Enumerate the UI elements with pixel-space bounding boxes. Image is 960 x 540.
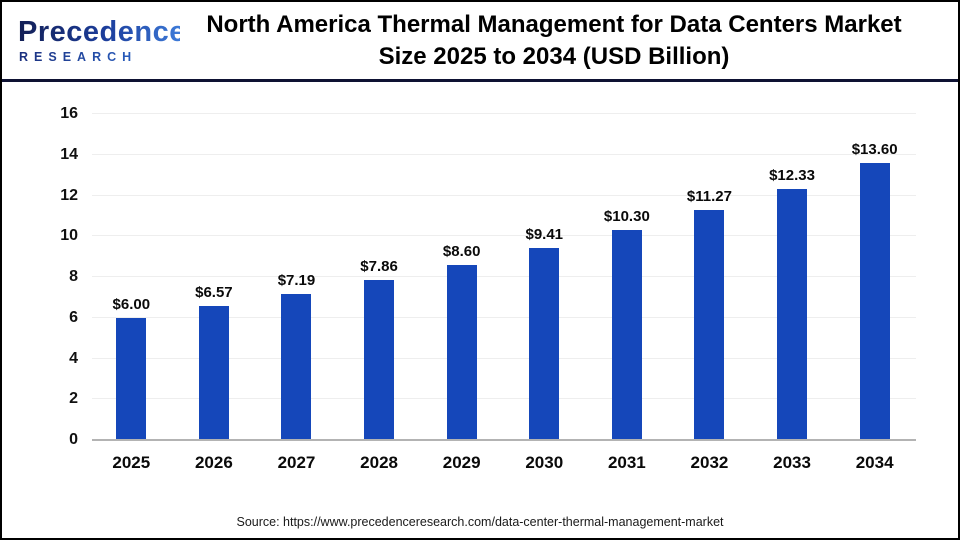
bar	[116, 317, 147, 440]
y-tick-label: 2	[69, 390, 78, 408]
x-axis-labels: 2025 2026 2027 2028 2029 2030 2031 2032 2033 2034	[90, 453, 916, 473]
header: Precedence RESEARCH North America Therma…	[2, 2, 958, 82]
bar	[859, 162, 890, 440]
bar-value-label: $7.19	[277, 271, 316, 289]
bar-value-label: $13.60	[851, 140, 898, 158]
y-tick-label: 0	[69, 431, 78, 448]
bar	[529, 248, 560, 440]
bar	[198, 306, 229, 440]
y-tick-label: 16	[60, 105, 78, 122]
x-tick-label: 2033	[773, 453, 811, 472]
x-tick-label: 2026	[194, 453, 233, 472]
y-tick-label: 14	[60, 145, 78, 163]
bar-value-label: $11.27	[686, 188, 732, 206]
x-tick-label: 2030	[525, 453, 564, 472]
gridline	[92, 153, 916, 155]
y-tick-label: 8	[69, 268, 78, 285]
y-tick-label: 4	[69, 349, 78, 367]
x-tick-label: 2025	[112, 453, 151, 472]
bar	[281, 293, 312, 440]
x-tick-label: 2029	[442, 453, 481, 472]
gridline	[92, 113, 916, 114]
plot-area: $6.00 $6.57 $7.19 $7.86 $8.60 $9.41 $10.30 $11.…	[90, 113, 916, 441]
bar	[446, 264, 477, 440]
x-axis-line	[92, 439, 916, 441]
bar	[611, 230, 642, 440]
gridline	[92, 316, 916, 318]
bar-value-label: $6.00	[112, 295, 151, 313]
bar-series: $6.00 $6.57 $7.19 $7.86 $8.60 $9.41 $10.30 $11.…	[90, 114, 916, 440]
bar	[364, 279, 395, 440]
bar-value-label: $6.57	[195, 284, 233, 302]
x-tick-label: 2032	[690, 453, 729, 472]
chart-title: North America Thermal Management for Dat…	[180, 9, 958, 73]
bar-value-label: $8.60	[442, 242, 481, 260]
y-tick-label: 10	[60, 227, 78, 245]
bar-value-label: $10.30	[603, 208, 650, 226]
bar-value-label: $12.33	[769, 166, 815, 184]
x-tick-label: 2028	[360, 453, 398, 472]
precedence-logo: Precedence RESEARCH	[2, 16, 186, 64]
bar-group-2026: $6.57	[173, 114, 256, 440]
bar-group-2032: $11.27	[668, 114, 751, 440]
bar-group-2034: $13.60	[833, 114, 916, 440]
gridline	[92, 398, 916, 400]
x-tick-label: 2031	[607, 453, 646, 472]
x-tick-label: 2027	[277, 453, 316, 472]
bar-group-2028: $7.86	[338, 114, 421, 440]
bar	[777, 188, 808, 440]
gridline	[92, 194, 916, 196]
bar-group-2031: $10.30	[586, 114, 669, 440]
logo-sub-text: RESEARCH	[18, 50, 180, 64]
y-tick-label: 12	[60, 186, 78, 204]
bar-group-2033: $12.33	[751, 114, 834, 440]
bar-value-label: $9.41	[525, 226, 564, 244]
source-note: Source: https://www.precedenceresearch.c…	[236, 515, 724, 529]
x-tick-label: 2034	[855, 453, 894, 472]
gridline	[92, 357, 916, 359]
bar-group-2025: $6.00	[90, 114, 173, 440]
chart-title-line2: Size 2025 to 2034 (USD Billion)	[378, 42, 730, 70]
bar	[694, 210, 725, 440]
y-tick-label: 6	[69, 308, 78, 326]
chart-title-line1: North America Thermal Management for Dat…	[206, 10, 902, 38]
logo-brand-text: Precedence	[18, 16, 186, 49]
gridline	[92, 276, 916, 277]
bar-group-2029: $8.60	[420, 114, 503, 440]
bar-value-label: $7.86	[360, 257, 398, 275]
bar-group-2027: $7.19	[255, 114, 338, 440]
bar-group-2030: $9.41	[503, 114, 586, 440]
gridline	[92, 235, 916, 237]
